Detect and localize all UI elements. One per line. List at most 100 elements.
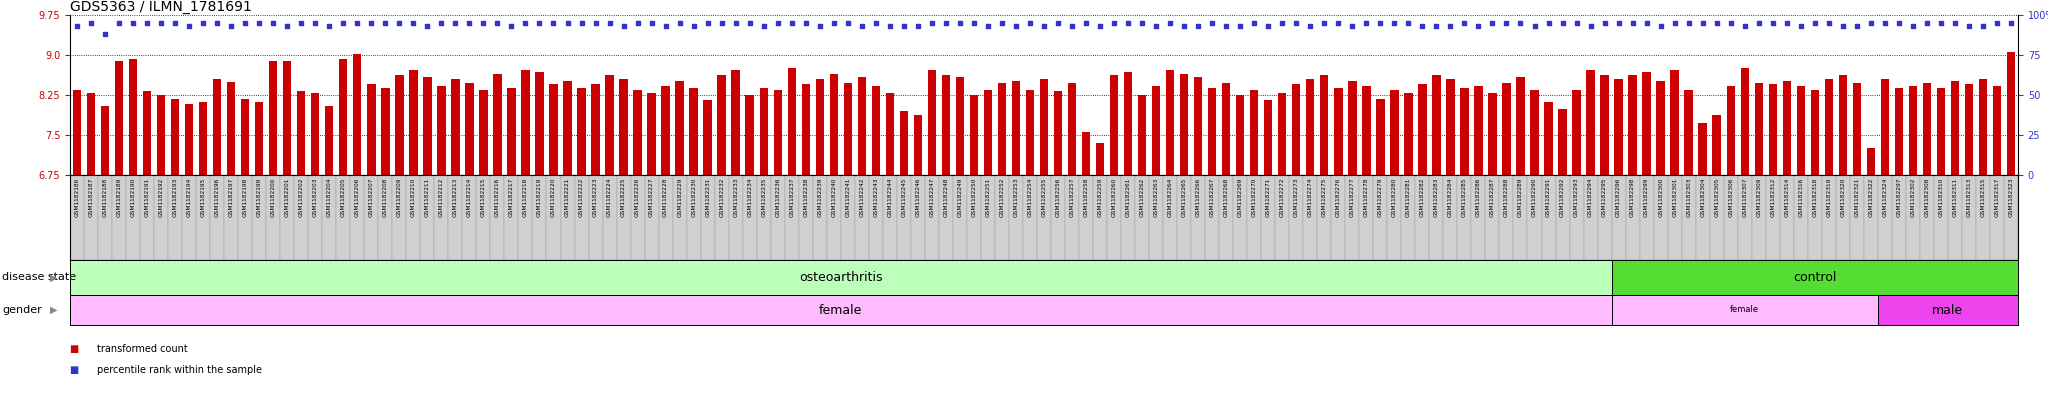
Bar xyxy=(1513,175,1528,260)
Text: GSM1182304: GSM1182304 xyxy=(1700,178,1706,217)
Point xyxy=(186,20,219,26)
Bar xyxy=(1587,70,1595,175)
Text: GSM1182313: GSM1182313 xyxy=(1966,178,1972,217)
Bar xyxy=(115,61,123,175)
Text: GSM1182219: GSM1182219 xyxy=(537,178,543,217)
Bar xyxy=(1444,175,1458,260)
Text: GSM1182254: GSM1182254 xyxy=(1028,178,1032,217)
Bar xyxy=(1726,86,1735,175)
Bar xyxy=(1741,68,1749,175)
Bar xyxy=(1237,95,1245,175)
Text: GSM1182276: GSM1182276 xyxy=(1335,178,1341,217)
Point xyxy=(145,20,178,26)
Bar xyxy=(1503,83,1511,175)
Bar xyxy=(563,81,571,175)
Text: GSM1182238: GSM1182238 xyxy=(803,178,809,217)
Text: GSM1182282: GSM1182282 xyxy=(1419,178,1425,217)
Bar xyxy=(686,175,700,260)
Text: GSM1182272: GSM1182272 xyxy=(1280,178,1284,217)
Bar xyxy=(1569,175,1583,260)
Bar xyxy=(969,95,979,175)
Bar xyxy=(367,84,375,175)
Text: GSM1182262: GSM1182262 xyxy=(1139,178,1145,217)
Bar xyxy=(1962,175,1976,260)
Bar xyxy=(1892,175,1907,260)
Bar xyxy=(252,175,266,260)
Point xyxy=(1841,23,1874,29)
Bar xyxy=(602,175,616,260)
Bar xyxy=(84,175,98,260)
Point xyxy=(649,23,682,29)
Bar xyxy=(784,175,799,260)
Bar xyxy=(266,175,281,260)
Text: GSM1182229: GSM1182229 xyxy=(678,178,682,217)
Point xyxy=(1294,23,1327,29)
Text: GSM1182195: GSM1182195 xyxy=(201,178,205,217)
Point xyxy=(1055,23,1087,29)
Text: GSM1182253: GSM1182253 xyxy=(1014,178,1018,217)
Point xyxy=(510,20,543,26)
Bar xyxy=(858,77,866,175)
Text: ▶: ▶ xyxy=(49,305,57,315)
Text: GSM1182285: GSM1182285 xyxy=(1462,178,1466,217)
Text: GSM1182244: GSM1182244 xyxy=(887,178,893,217)
Bar xyxy=(184,104,193,175)
Text: GSM1182209: GSM1182209 xyxy=(397,178,401,217)
Bar xyxy=(326,106,334,175)
Text: GSM1182216: GSM1182216 xyxy=(496,178,500,217)
Point xyxy=(1266,20,1298,26)
Bar xyxy=(381,88,389,175)
Bar xyxy=(1178,175,1192,260)
Point xyxy=(915,20,948,26)
Point xyxy=(453,20,485,26)
Bar xyxy=(770,175,784,260)
Text: GSM1182220: GSM1182220 xyxy=(551,178,555,217)
Point xyxy=(201,20,233,26)
Text: osteoarthritis: osteoarthritis xyxy=(799,271,883,284)
Bar xyxy=(659,175,672,260)
Point xyxy=(1827,23,1860,29)
Bar xyxy=(813,175,827,260)
Bar xyxy=(1249,90,1257,175)
Point xyxy=(537,20,569,26)
Bar xyxy=(1839,75,1847,175)
Bar xyxy=(631,175,645,260)
Point xyxy=(1995,20,2028,26)
Text: GSM1182302: GSM1182302 xyxy=(1911,178,1915,217)
Bar xyxy=(70,295,1612,325)
Bar xyxy=(1374,175,1386,260)
Text: GSM1182263: GSM1182263 xyxy=(1153,178,1159,217)
Bar xyxy=(1919,175,1933,260)
Text: GSM1182270: GSM1182270 xyxy=(1251,178,1257,217)
Bar xyxy=(410,70,418,175)
Point xyxy=(1503,20,1536,26)
Bar xyxy=(1737,175,1751,260)
Bar xyxy=(494,73,502,175)
Point xyxy=(930,20,963,26)
Text: GSM1182274: GSM1182274 xyxy=(1309,178,1313,217)
Text: GSM1182196: GSM1182196 xyxy=(215,178,219,217)
Bar xyxy=(883,175,897,260)
Bar xyxy=(1878,295,2017,325)
Bar xyxy=(199,102,207,175)
Bar xyxy=(829,73,838,175)
Bar xyxy=(1864,175,1878,260)
Bar xyxy=(1978,79,1987,175)
Text: GSM1182246: GSM1182246 xyxy=(915,178,920,217)
Bar xyxy=(549,84,557,175)
Point xyxy=(1225,23,1257,29)
Point xyxy=(229,20,262,26)
Bar xyxy=(1208,88,1217,175)
Text: GSM1182295: GSM1182295 xyxy=(1602,178,1608,217)
Point xyxy=(481,20,514,26)
Bar xyxy=(1640,175,1653,260)
Point xyxy=(256,20,289,26)
Bar xyxy=(1780,175,1794,260)
Point xyxy=(762,20,795,26)
Bar xyxy=(995,175,1010,260)
Text: GSM1182200: GSM1182200 xyxy=(270,178,276,217)
Text: GSM1182239: GSM1182239 xyxy=(817,178,821,217)
Text: GSM1182290: GSM1182290 xyxy=(1532,178,1536,217)
Text: GSM1182256: GSM1182256 xyxy=(1055,178,1061,217)
Point xyxy=(594,20,627,26)
